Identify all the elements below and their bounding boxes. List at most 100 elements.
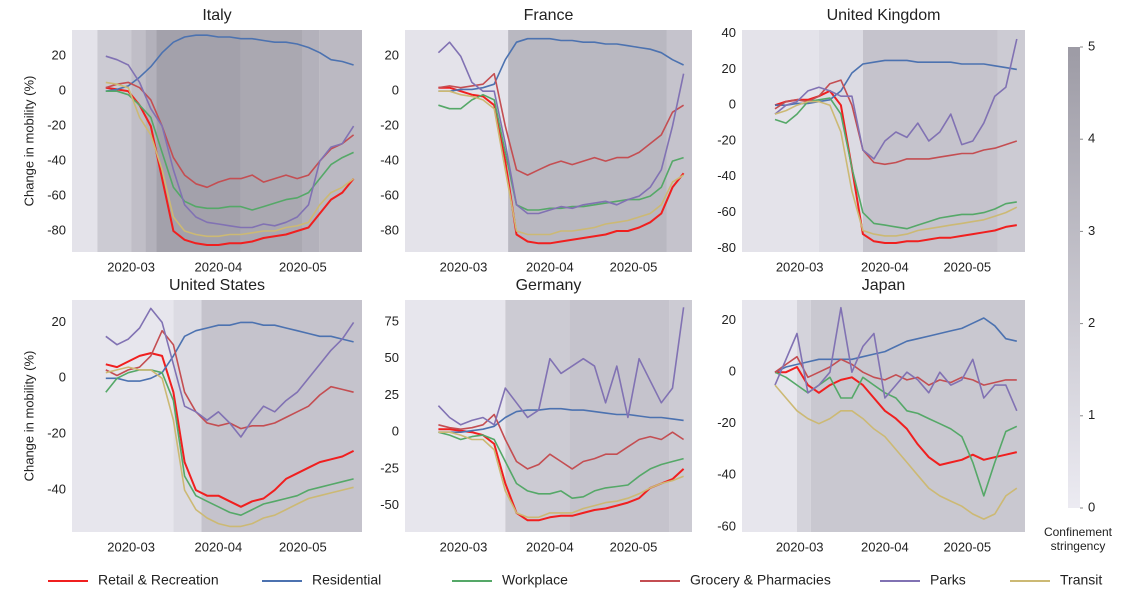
series-line [437, 41, 685, 215]
series-line [105, 307, 355, 438]
y-tick-label: 20 [722, 61, 736, 76]
stringency-band [145, 30, 157, 252]
series-line [774, 355, 1017, 386]
x-tick-label: 2020-05 [279, 539, 327, 554]
stringency-band [97, 30, 132, 252]
legend-label: Workplace [502, 572, 568, 588]
y-axis-label: Change in mobility (%) [21, 351, 36, 482]
x-tick-label: 2020-04 [195, 539, 243, 554]
x-tick-label: 2020-03 [776, 539, 824, 554]
y-tick-label: -40 [380, 153, 399, 168]
series-line [105, 352, 355, 508]
x-tick-label: 2020-05 [279, 259, 327, 274]
x-tick-label: 2020-05 [943, 259, 991, 274]
series-line [438, 93, 684, 211]
stringency-band [302, 30, 320, 252]
series-line [774, 79, 1018, 166]
y-tick-label: 0 [392, 424, 399, 439]
y-tick-label: -20 [47, 426, 66, 441]
colorbar-label: Confinement stringency [1043, 525, 1113, 553]
series-line [438, 413, 685, 470]
series-line [438, 431, 684, 519]
y-tick-label: -80 [47, 222, 66, 237]
stringency-band [131, 30, 146, 252]
stringency-band [405, 300, 506, 532]
y-tick-label: 0 [392, 83, 399, 98]
stringency-band [505, 300, 570, 532]
series-line [105, 34, 354, 92]
y-tick-label: -25 [380, 460, 399, 475]
panel-title: France [524, 7, 574, 24]
y-tick-label: 40 [722, 25, 736, 40]
x-tick-label: 2020-03 [440, 259, 488, 274]
series-line [774, 306, 1018, 412]
x-tick-label: 2020-05 [610, 259, 658, 274]
y-tick-label: 20 [52, 48, 66, 63]
colorbar-tick-label: 5 [1088, 38, 1095, 53]
y-tick-label: 0 [729, 364, 736, 379]
series-line [105, 55, 355, 229]
legend-label: Retail & Recreation [98, 572, 219, 588]
series-line [774, 97, 1017, 230]
y-tick-label: -20 [717, 415, 736, 430]
stringency-band [818, 30, 863, 252]
x-tick-label: 2020-03 [776, 259, 824, 274]
series-line [105, 321, 354, 382]
series-line [105, 86, 355, 246]
panel-title: United Kingdom [827, 7, 941, 24]
series-line [438, 407, 684, 433]
y-tick-label: -20 [380, 118, 399, 133]
y-tick-label: 25 [385, 387, 399, 402]
series-line [438, 428, 685, 522]
stringency-band [240, 30, 303, 252]
y-tick-label: -40 [717, 168, 736, 183]
stringency-band [669, 300, 692, 532]
colorbar-tick-label: 1 [1088, 407, 1095, 422]
stringency-band [72, 30, 98, 252]
y-tick-label: -40 [717, 467, 736, 482]
x-tick-label: 2020-04 [526, 259, 574, 274]
y-axis-label: Change in mobility (%) [21, 76, 36, 207]
x-tick-label: 2020-05 [943, 539, 991, 554]
y-tick-label: 0 [59, 83, 66, 98]
y-tick-label: -80 [717, 240, 736, 255]
y-tick-label: 75 [385, 313, 399, 328]
stringency-band [508, 30, 667, 252]
stringency-band [666, 30, 692, 252]
stringency-band [72, 300, 174, 532]
y-tick-label: -50 [380, 497, 399, 512]
legend-label: Grocery & Pharmacies [690, 572, 831, 588]
series-line [774, 384, 1018, 520]
y-tick-label: 20 [722, 312, 736, 327]
x-tick-label: 2020-03 [107, 539, 155, 554]
colorbar-tick-label: 0 [1088, 499, 1095, 514]
series-line [438, 431, 684, 499]
series-line [437, 307, 685, 426]
y-tick-label: -80 [380, 222, 399, 237]
stringency-band [742, 30, 819, 252]
series-line [105, 366, 354, 528]
x-tick-label: 2020-04 [861, 259, 909, 274]
panel-title: Italy [202, 7, 231, 24]
y-tick-label: -20 [47, 118, 66, 133]
y-tick-label: 20 [52, 314, 66, 329]
stringency-band [810, 300, 1025, 532]
colorbar-tick-label: 2 [1088, 315, 1095, 330]
stringency-band [569, 300, 670, 532]
y-tick-label: 0 [59, 370, 66, 385]
colorbar [1068, 47, 1080, 508]
y-tick-label: -60 [380, 188, 399, 203]
x-tick-label: 2020-05 [610, 539, 658, 554]
legend-label: Parks [930, 572, 966, 588]
panel-title: Japan [862, 277, 906, 294]
stringency-band [201, 300, 362, 532]
legend-label: Transit [1060, 572, 1102, 588]
x-tick-label: 2020-03 [107, 259, 155, 274]
y-tick-label: -40 [47, 153, 66, 168]
series-line [105, 81, 355, 238]
series-line [774, 100, 1018, 237]
series-line [105, 81, 355, 189]
colorbar-tick-label: 4 [1088, 131, 1095, 146]
y-tick-label: -20 [717, 132, 736, 147]
x-tick-label: 2020-03 [440, 539, 488, 554]
